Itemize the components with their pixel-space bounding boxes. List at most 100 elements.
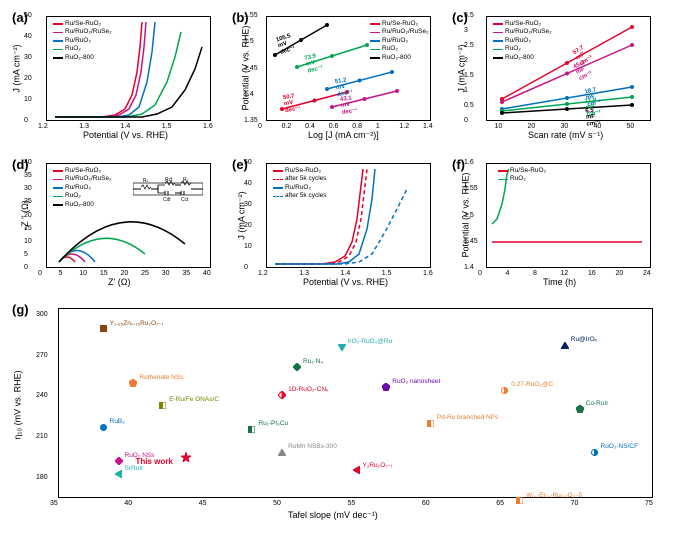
legend-label: RuO₂-800 <box>382 54 411 62</box>
tick-label: 16 <box>588 270 596 277</box>
tick-label: 210 <box>36 433 48 440</box>
scatter-point <box>338 338 344 344</box>
scatter-point <box>516 491 522 497</box>
svg-text:Rₛ: Rₛ <box>143 178 149 184</box>
tick-label: 1 <box>376 123 380 130</box>
tick-label: 1.3 <box>299 270 309 277</box>
legend-label: Ru/RuO₂ <box>285 184 311 192</box>
legend-label: RuO₂ <box>505 45 521 53</box>
tick-label: 300 <box>36 311 48 318</box>
tick-label: 1.6 <box>203 123 213 130</box>
scatter-point <box>129 374 135 380</box>
tick-label: 0 <box>464 117 468 124</box>
tick-label: 15 <box>100 270 108 277</box>
tick-label: 1.4 <box>244 91 254 98</box>
scatter-point <box>501 381 507 387</box>
tick-label: 30 <box>244 201 252 208</box>
tick-label: 40 <box>24 33 32 40</box>
scatter-label: Ru₁-N₄ <box>303 358 323 365</box>
legend-label: Ru/Se-RuO₂ <box>65 167 101 175</box>
scatter-label: Pd-Ru branched NPs <box>437 414 498 421</box>
tick-label: 10 <box>24 96 32 103</box>
tick-label: 8 <box>533 270 537 277</box>
scatter-label: RuO₂-NS/CF <box>601 443 639 450</box>
tick-label: 1.55 <box>464 185 478 192</box>
ylabel-g: η₁₀ (mV vs. RHE) <box>13 370 23 439</box>
tick-label: 65 <box>496 500 504 507</box>
tick-label: 1.3 <box>79 123 89 130</box>
tick-label: 5 <box>24 251 28 258</box>
tick-label: 0 <box>38 270 42 277</box>
tick-label: 20 <box>616 270 624 277</box>
scatter-point <box>591 443 597 449</box>
tick-label: 1.35 <box>244 117 258 124</box>
tick-label: 20 <box>528 123 536 130</box>
panel-b: (b) Ru/Se-RuO₂Ru/RuO₂/RuSe₂Ru/RuO₂RuO₂Ru… <box>228 8 438 143</box>
panel-c: (c) Ru/Se-RuO₂Ru/RuO₂/RuSe₂Ru/RuO₂RuO₂Ru… <box>448 8 658 143</box>
tick-label: 50 <box>244 159 252 166</box>
tick-label: 35 <box>24 172 32 179</box>
legend-label: Ru/RuO₂ <box>65 37 91 45</box>
tick-label: 3.5 <box>464 12 474 19</box>
legend-label: RuO₂ <box>510 175 526 183</box>
scatter-point <box>382 378 388 384</box>
legend-label: after 5k cycles <box>285 192 327 200</box>
tick-label: 15 <box>24 225 32 232</box>
panel-g: (g) Y₁.₈₅Zn₀.₁₅Ru₂O₇₋ᵢRuthenate NSsE-Ru/… <box>8 300 663 530</box>
tick-label: 10 <box>24 238 32 245</box>
scatter-label: Y₁.₈₅Zn₀.₁₅Ru₂O₇₋ᵢ <box>110 319 163 327</box>
slope-annotation: 43.1 mV dec⁻¹ <box>340 95 358 116</box>
scatter-point <box>427 414 433 420</box>
tick-label: 50 <box>273 500 281 507</box>
scatter-point <box>293 358 299 364</box>
xlabel-g: Tafel slope (mV dec⁻¹) <box>288 510 378 521</box>
xlabel-a: Potential (V vs. RHE) <box>83 130 168 140</box>
scatter-point <box>115 452 121 458</box>
scatter-label: 1D-RuO₂-CNₓ <box>288 386 328 393</box>
xlabel-f: Time (h) <box>543 277 576 287</box>
tick-label: 3 <box>464 27 468 34</box>
tick-label: 1.45 <box>464 238 478 245</box>
tick-label: 0 <box>24 117 28 124</box>
tick-label: 60 <box>422 500 430 507</box>
legend-label: Ru/Se-RuO₂ <box>505 20 541 28</box>
tick-label: 45 <box>199 500 207 507</box>
tick-label: 5 <box>59 270 63 277</box>
legend-label: Ru/RuO₂/RuSe₂ <box>65 175 112 183</box>
tick-label: 0 <box>478 270 482 277</box>
tick-label: 1.4 <box>464 264 474 271</box>
svg-text:Cdl: Cdl <box>163 197 171 203</box>
scatter-label: Co-RuIr <box>586 400 609 407</box>
tick-label: 1.6 <box>423 270 433 277</box>
legend-label: Ru/Se-RuO₂ <box>65 20 101 28</box>
tick-label: 0.8 <box>352 123 362 130</box>
tick-label: 20 <box>24 75 32 82</box>
tick-label: 30 <box>24 54 32 61</box>
tick-label: 40 <box>203 270 211 277</box>
tick-label: 1.2 <box>38 123 48 130</box>
scatter-point <box>353 461 359 467</box>
tick-label: 50 <box>627 123 635 130</box>
panel-d: (d) Ru/Se-RuO₂Ru/RuO₂/RuSe₂Ru/RuO₂RuO₂Ru… <box>8 155 218 290</box>
tick-label: 1.5 <box>244 38 254 45</box>
tick-label: 1.5 <box>162 123 172 130</box>
legend-label: RuO₂-800 <box>65 54 94 62</box>
tick-label: 1.5 <box>382 270 392 277</box>
tick-label: 10 <box>79 270 87 277</box>
legend-label: RuO₂ <box>382 45 398 53</box>
scatter-point <box>100 418 106 424</box>
tick-label: 20 <box>121 270 129 277</box>
scatter-label: SrRuIr <box>125 465 144 472</box>
tick-label: 1.6 <box>464 159 474 166</box>
plot-g-area: Y₁.₈₅Zn₀.₁₅Ru₂O₇₋ᵢRuthenate NSsE-Ru/Fe O… <box>58 308 653 498</box>
ylabel-c: J (mA cm⁻²) <box>457 44 468 92</box>
tick-label: 30 <box>162 270 170 277</box>
tick-label: 2.5 <box>464 42 474 49</box>
tick-label: 1.55 <box>244 12 258 19</box>
legend-label: Ru/Se-RuO₂ <box>510 167 546 175</box>
panel-e: (e) Ru/Se-RuO₂after 5k cyclesRu/RuO₂afte… <box>228 155 438 290</box>
legend-label: Ru/RuO₂ <box>382 37 408 45</box>
tick-label: 1 <box>464 87 468 94</box>
legend-label: Ru/RuO₂/RuSe₂ <box>382 28 429 36</box>
tick-label: 25 <box>141 270 149 277</box>
